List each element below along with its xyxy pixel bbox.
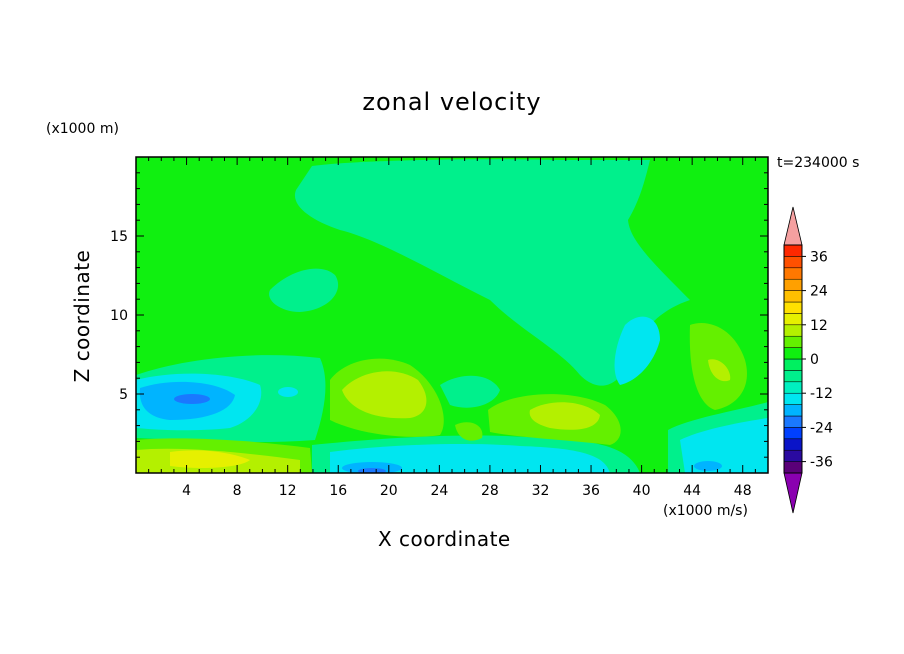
small-cyan-patch — [278, 387, 298, 397]
colorbar-under-triangle — [783, 472, 803, 514]
x-tick-label: 32 — [532, 483, 550, 499]
colorbar-swatch — [783, 267, 803, 280]
colorbar-tick-label: 24 — [810, 284, 828, 300]
time-label: t=234000 s — [777, 155, 860, 171]
plot-area — [136, 157, 768, 473]
colorbar-swatch — [783, 381, 803, 394]
x-tick-label: 48 — [734, 483, 752, 499]
colorbar-swatch — [783, 392, 803, 405]
y-tick-label: 5 — [119, 387, 128, 403]
colorbar-swatch — [783, 244, 803, 257]
mid-negative — [440, 375, 500, 408]
colorbar-tick-label: -36 — [810, 455, 833, 471]
y-tick-label: 10 — [110, 308, 128, 324]
x-tick-label: 16 — [329, 483, 347, 499]
colorbar-swatch — [783, 324, 803, 337]
colorbar: 36 24 12 0 -12 -24 -36 — [783, 206, 833, 514]
x-tick-label: 40 — [633, 483, 651, 499]
colorbar-over-triangle — [783, 206, 803, 246]
x-tick-label: 8 — [233, 483, 242, 499]
right-surface-negative — [680, 418, 768, 473]
left-jet-core — [174, 394, 210, 404]
x-tick-label: 28 — [481, 483, 499, 499]
colorbar-swatch — [783, 290, 803, 303]
x-axis-unit: (x1000 m/s) — [663, 503, 748, 519]
colorbar-swatch — [783, 256, 803, 269]
upper-plateau-region — [294, 159, 690, 386]
x-axis-ticks: 4 8 12 16 20 24 28 32 36 40 44 48 — [135, 157, 769, 499]
colorbar-swatch — [783, 358, 803, 371]
y-tick-label: 15 — [110, 229, 128, 245]
colorbar-swatch — [783, 404, 803, 417]
chart-title: zonal velocity — [362, 88, 542, 116]
colorbar-swatch — [783, 438, 803, 451]
colorbar-swatch — [783, 461, 803, 474]
colorbar-swatch — [783, 427, 803, 440]
positive-cell — [342, 371, 427, 419]
colorbar-tick-label: -12 — [810, 386, 833, 402]
positive-cell — [455, 422, 483, 441]
colorbar-swatch — [783, 278, 803, 291]
x-tick-label: 36 — [582, 483, 600, 499]
cyan-patch — [614, 316, 660, 385]
left-surface-positive — [170, 450, 250, 468]
colorbar-tick-label: 36 — [810, 249, 828, 265]
colorbar-tick-label: 0 — [810, 352, 819, 368]
colorbar-swatch — [783, 335, 803, 348]
surface-negative-core — [342, 462, 402, 473]
x-axis-label: X coordinate — [378, 527, 511, 551]
colorbar-tick-label: -24 — [810, 420, 833, 436]
colorbar-swatch — [783, 313, 803, 326]
colorbar-swatch — [783, 370, 803, 383]
right-surface-core — [694, 461, 722, 471]
x-tick-label: 20 — [380, 483, 398, 499]
x-tick-label: 24 — [430, 483, 448, 499]
x-tick-label: 4 — [182, 483, 191, 499]
colorbar-swatch — [783, 449, 803, 462]
positive-cell — [708, 359, 731, 382]
x-tick-label: 44 — [683, 483, 701, 499]
colorbar-tick-label: 12 — [810, 318, 828, 334]
x-tick-label: 12 — [279, 483, 297, 499]
y-axis-ticks: 5 10 15 — [110, 156, 768, 474]
colorbar-swatch — [783, 301, 803, 314]
colorbar-swatch — [783, 415, 803, 428]
upper-plateau-region — [269, 268, 339, 312]
positive-cell — [529, 402, 600, 430]
colorbar-swatch — [783, 347, 803, 360]
surface-negative-core — [358, 468, 386, 473]
y-axis-unit: (x1000 m) — [46, 121, 119, 137]
